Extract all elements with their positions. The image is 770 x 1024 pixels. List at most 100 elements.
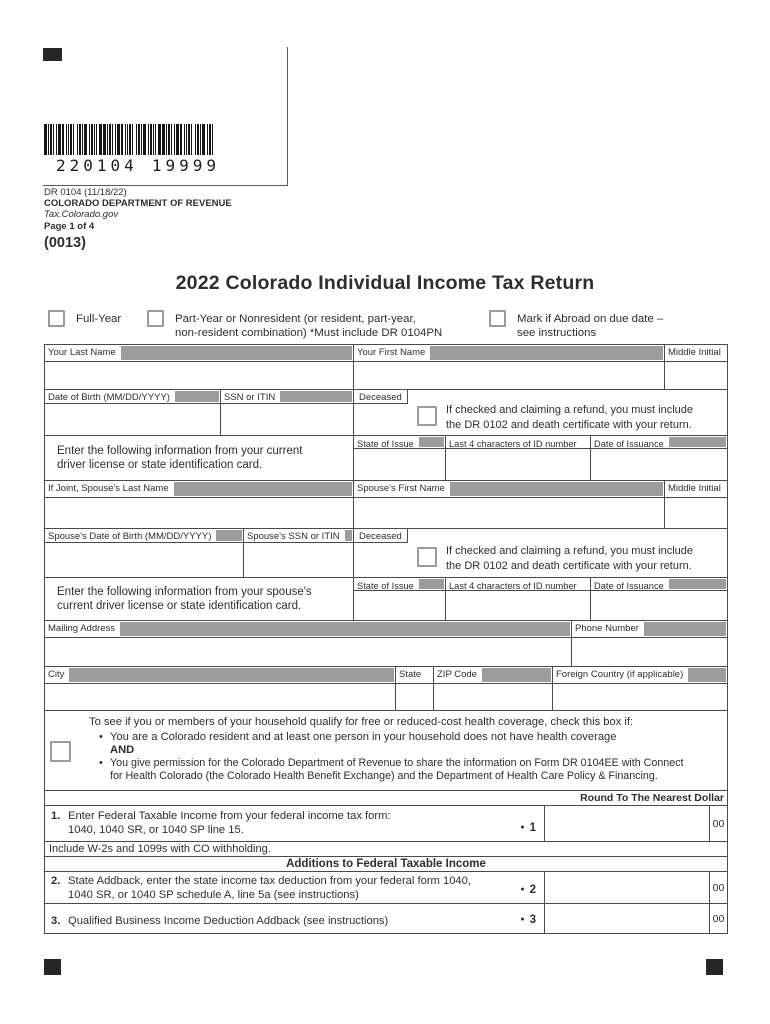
taxpayer-dob-label: Date of Birth (MM/DD/YYYY) <box>48 392 170 403</box>
health-item-1: You are a Colorado resident and at least… <box>110 730 617 743</box>
phone-number-input[interactable] <box>571 638 727 666</box>
registration-mark-bottom-right <box>706 959 723 975</box>
taxpayer-first-name-label: Your First Name <box>357 347 426 358</box>
header-fill <box>216 530 242 541</box>
line-3-number: 3. <box>51 915 61 927</box>
additions-header-row: Additions to Federal Taxable Income <box>45 857 727 872</box>
page-title: 2022 Colorado Individual Income Tax Retu… <box>175 272 595 294</box>
spouse-state-of-issue-label: State of Issue <box>357 581 414 591</box>
spouse-deceased-note: If checked and claiming a refund, you mu… <box>446 545 694 572</box>
line-3-row: 3. Qualified Business Income Deduction A… <box>45 904 727 933</box>
taxpayer-middle-initial-input[interactable] <box>664 362 727 389</box>
line-1-amount-input[interactable] <box>544 806 709 841</box>
line-3-text: Qualified Business Income Deduction Addb… <box>68 915 389 927</box>
header-fill <box>643 622 726 636</box>
header-fill <box>120 622 570 636</box>
mailing-address-label: Mailing Address <box>48 623 116 634</box>
spouse-license-id4-input[interactable] <box>445 591 590 620</box>
round-note-row: Round To The Nearest Dollar <box>45 791 727 806</box>
line-2-marker: ● 2 <box>520 884 536 896</box>
state-label: State <box>399 669 422 680</box>
spouse-middle-initial-label: Middle Initial <box>668 483 721 494</box>
foreign-country-input[interactable] <box>552 684 727 710</box>
barcode <box>44 124 217 155</box>
full-year-label: Full-Year <box>76 313 122 325</box>
header-fill <box>69 668 394 682</box>
line-1-text: Enter Federal Taxable Income from your f… <box>68 810 391 836</box>
scanline-horizontal <box>43 185 288 186</box>
header-fill <box>418 437 444 447</box>
part-year-checkbox[interactable] <box>147 310 164 327</box>
mailing-header-row: Mailing Address Phone Number <box>45 621 727 638</box>
spouse-last-name-input[interactable] <box>45 498 353 528</box>
spouse-dob-label: Spouse's Date of Birth (MM/DD/YYYY) <box>48 531 212 542</box>
spouse-name-header-row: If Joint, Spouse's Last Name Spouse's Fi… <box>45 481 727 498</box>
abroad-label: Mark if Abroad on due date – see instruc… <box>517 313 664 339</box>
header-fill <box>173 482 352 496</box>
department-name: COLORADO DEPARTMENT OF REVENUE <box>44 198 232 210</box>
spouse-name-input-row <box>45 498 727 529</box>
dot-icon: ● <box>520 886 525 893</box>
line-3-marker: ● 3 <box>520 914 536 926</box>
spouse-license-issuance-input[interactable] <box>590 591 727 620</box>
page-number: Page 1 of 4 <box>44 220 95 232</box>
header-fill <box>668 437 726 447</box>
city-header-row: City State ZIP Code Foreign Country (if … <box>45 667 727 684</box>
taxpayer-license-id4-input[interactable] <box>445 449 590 480</box>
health-coverage-checkbox[interactable] <box>50 741 71 762</box>
abroad-checkbox[interactable] <box>489 310 506 327</box>
taxpayer-deceased-label: Deceased <box>359 392 402 403</box>
health-and-label: AND <box>110 743 135 756</box>
header-fill <box>688 668 726 682</box>
barcode-digits-right: 19999 <box>151 156 220 175</box>
full-year-checkbox[interactable] <box>48 310 65 327</box>
spouse-dob-input[interactable] <box>45 543 243 577</box>
spouse-ssn-input[interactable] <box>243 543 353 577</box>
mailing-address-input[interactable] <box>45 638 571 666</box>
spouse-license-prompt: Enter the following information from you… <box>57 586 312 612</box>
scanline-vertical <box>287 47 288 186</box>
round-to-nearest-dollar-note: Round To The Nearest Dollar <box>580 792 724 804</box>
taxpayer-last-name-input[interactable] <box>45 362 353 389</box>
phone-number-label: Phone Number <box>575 623 639 634</box>
line-2-amount-input[interactable] <box>544 872 709 903</box>
dot-icon: ● <box>520 916 525 923</box>
spouse-dob-ssn-row: Spouse's Date of Birth (MM/DD/YYYY) Spou… <box>45 529 727 578</box>
header-fill <box>344 530 352 541</box>
zip-code-label: ZIP Code <box>437 669 477 680</box>
taxpayer-license-row: Enter the following information from you… <box>45 436 727 481</box>
line-2-row: 2. State Addback, enter the state income… <box>45 872 727 904</box>
header-fill <box>430 346 663 360</box>
taxpayer-first-name-input[interactable] <box>353 362 664 389</box>
line-1-number: 1. <box>51 810 61 822</box>
taxpayer-ssn-input[interactable] <box>220 404 353 435</box>
spouse-license-state-input[interactable] <box>354 591 445 620</box>
bullet-icon: • <box>99 730 103 743</box>
line-3-cents: 00 <box>709 904 727 933</box>
spouse-first-name-input[interactable] <box>353 498 664 528</box>
header-fill <box>120 346 352 360</box>
line-1-marker: ● 1 <box>520 822 536 834</box>
registration-mark-top-left <box>43 48 62 61</box>
taxpayer-deceased-checkbox[interactable] <box>417 406 437 426</box>
line-1-row: 1. Enter Federal Taxable Income from you… <box>45 806 727 842</box>
header-fill <box>280 391 352 402</box>
zip-code-input[interactable] <box>433 684 552 710</box>
taxpayer-license-state-input[interactable] <box>354 449 445 480</box>
spouse-middle-initial-input[interactable] <box>664 498 727 528</box>
taxpayer-state-of-issue-label: State of Issue <box>357 439 414 449</box>
state-input[interactable] <box>395 684 433 710</box>
registration-mark-bottom-left <box>44 959 61 975</box>
city-input[interactable] <box>45 684 395 710</box>
taxpayer-dob-input[interactable] <box>45 404 220 435</box>
line-3-amount-input[interactable] <box>544 904 709 933</box>
foreign-country-label: Foreign Country (if applicable) <box>556 669 684 680</box>
health-item-2: You give permission for the Colorado Dep… <box>110 756 684 782</box>
spouse-deceased-checkbox[interactable] <box>417 547 437 567</box>
spouse-deceased-label: Deceased <box>359 531 402 542</box>
taxpayer-license-issuance-input[interactable] <box>590 449 727 480</box>
header-fill <box>481 668 551 682</box>
line-1-cents: 00 <box>709 806 727 841</box>
form-id: (0013) <box>44 235 86 251</box>
